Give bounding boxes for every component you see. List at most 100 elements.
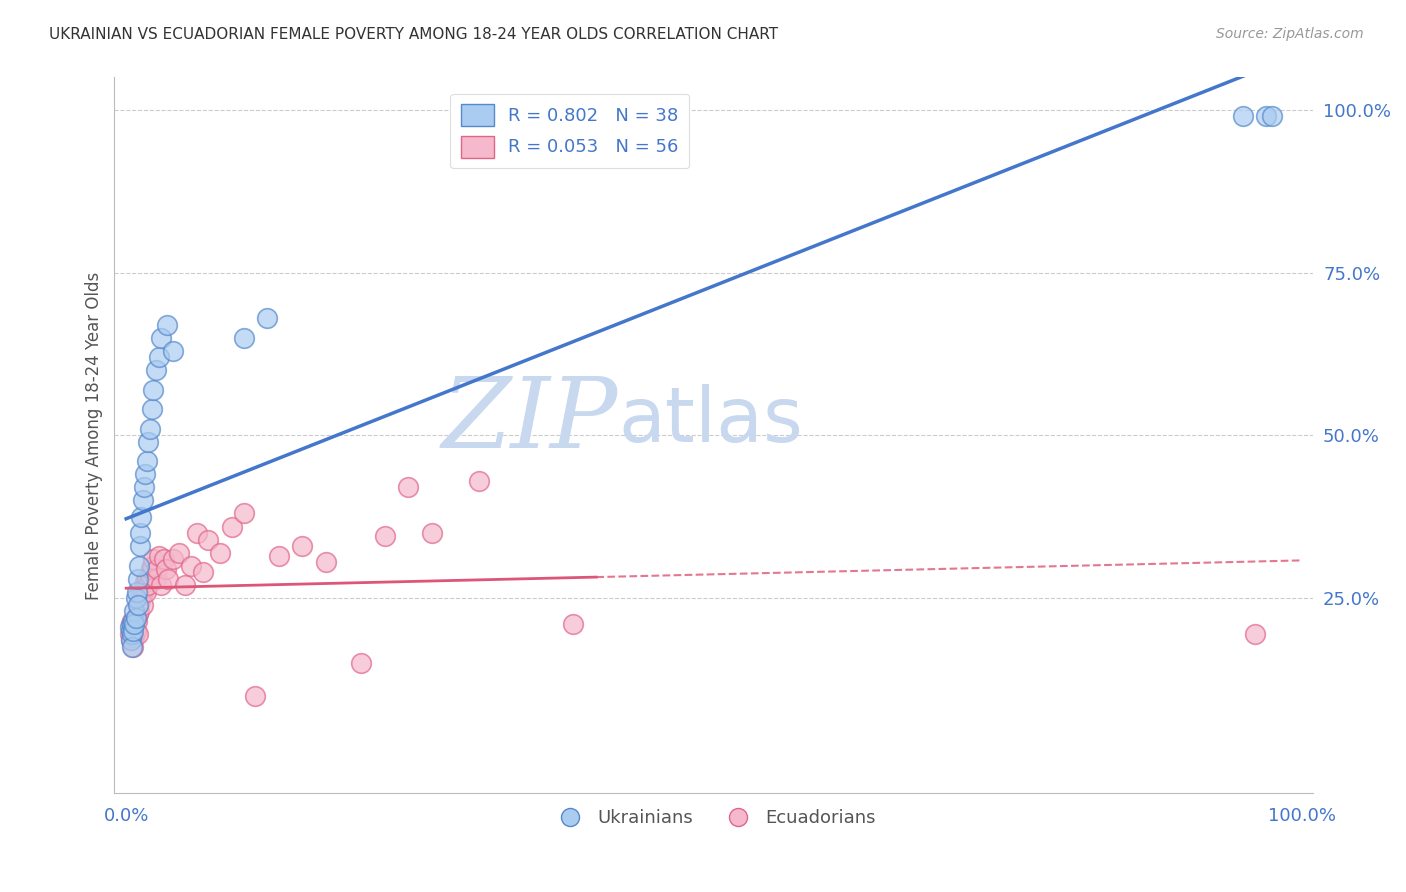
Point — [129, 526, 152, 541]
Point — [131, 584, 153, 599]
Point — [245, 689, 267, 703]
Point — [136, 454, 159, 468]
Text: Source: ZipAtlas.com: Source: ZipAtlas.com — [1216, 27, 1364, 41]
Point — [131, 588, 153, 602]
Point — [121, 617, 143, 632]
Point — [121, 614, 143, 628]
Point — [122, 614, 145, 628]
Point — [118, 627, 141, 641]
Point — [186, 526, 208, 541]
Point — [120, 633, 142, 648]
Point — [121, 624, 143, 638]
Point — [134, 574, 156, 589]
Point — [122, 624, 145, 638]
Point — [155, 562, 177, 576]
Point — [315, 555, 337, 569]
Point — [1256, 110, 1278, 124]
Point — [350, 656, 373, 670]
Point — [1232, 110, 1254, 124]
Point — [267, 549, 290, 563]
Point — [141, 558, 163, 573]
Point — [124, 617, 146, 632]
Legend: Ukrainians, Ecuadorians: Ukrainians, Ecuadorians — [544, 802, 883, 834]
Point — [122, 627, 145, 641]
Point — [120, 633, 142, 648]
Point — [148, 351, 170, 365]
Point — [1243, 627, 1265, 641]
Point — [124, 630, 146, 644]
Y-axis label: Female Poverty Among 18-24 Year Olds: Female Poverty Among 18-24 Year Olds — [86, 271, 103, 599]
Point — [120, 624, 142, 638]
Point — [157, 572, 180, 586]
Point — [191, 565, 214, 579]
Point — [127, 607, 149, 622]
Point — [148, 549, 170, 563]
Point — [374, 529, 396, 543]
Point — [134, 467, 156, 482]
Point — [121, 640, 143, 654]
Point — [127, 598, 149, 612]
Point — [131, 509, 153, 524]
Point — [132, 582, 155, 596]
Point — [135, 584, 157, 599]
Point — [503, 110, 526, 124]
Point — [127, 627, 149, 641]
Point — [162, 343, 184, 358]
Point — [124, 604, 146, 618]
Point — [124, 591, 146, 606]
Point — [1261, 110, 1284, 124]
Point — [232, 507, 254, 521]
Point — [124, 610, 146, 624]
Point — [139, 562, 162, 576]
Point — [156, 318, 179, 332]
Point — [145, 572, 167, 586]
Point — [145, 363, 167, 377]
Point — [122, 640, 145, 654]
Point — [150, 331, 173, 345]
Point — [138, 578, 160, 592]
Point — [129, 539, 152, 553]
Point — [145, 562, 167, 576]
Point — [468, 474, 491, 488]
Point — [138, 568, 160, 582]
Point — [162, 552, 184, 566]
Point — [232, 331, 254, 345]
Point — [197, 533, 219, 547]
Text: atlas: atlas — [617, 384, 803, 458]
Point — [138, 434, 160, 449]
Text: ZIP: ZIP — [441, 374, 617, 468]
Point — [141, 402, 163, 417]
Point — [125, 614, 148, 628]
Point — [131, 598, 153, 612]
Point — [180, 558, 202, 573]
Point — [136, 572, 159, 586]
Point — [138, 422, 160, 436]
Point — [561, 617, 583, 632]
Point — [256, 311, 278, 326]
Point — [125, 584, 148, 599]
Point — [118, 620, 141, 634]
Point — [128, 604, 150, 618]
Point — [209, 545, 232, 559]
Point — [150, 578, 173, 592]
Point — [131, 493, 153, 508]
Point — [174, 578, 197, 592]
Point — [127, 572, 149, 586]
Point — [291, 539, 314, 553]
Point — [124, 617, 146, 632]
Point — [142, 383, 165, 397]
Point — [142, 552, 165, 566]
Point — [124, 610, 146, 624]
Point — [128, 558, 150, 573]
Point — [120, 617, 142, 632]
Point — [124, 624, 146, 638]
Point — [396, 480, 419, 494]
Point — [121, 627, 143, 641]
Point — [132, 480, 155, 494]
Text: UKRAINIAN VS ECUADORIAN FEMALE POVERTY AMONG 18-24 YEAR OLDS CORRELATION CHART: UKRAINIAN VS ECUADORIAN FEMALE POVERTY A… — [49, 27, 779, 42]
Point — [129, 594, 152, 608]
Point — [167, 545, 190, 559]
Point — [152, 552, 174, 566]
Point — [221, 519, 243, 533]
Point — [420, 526, 443, 541]
